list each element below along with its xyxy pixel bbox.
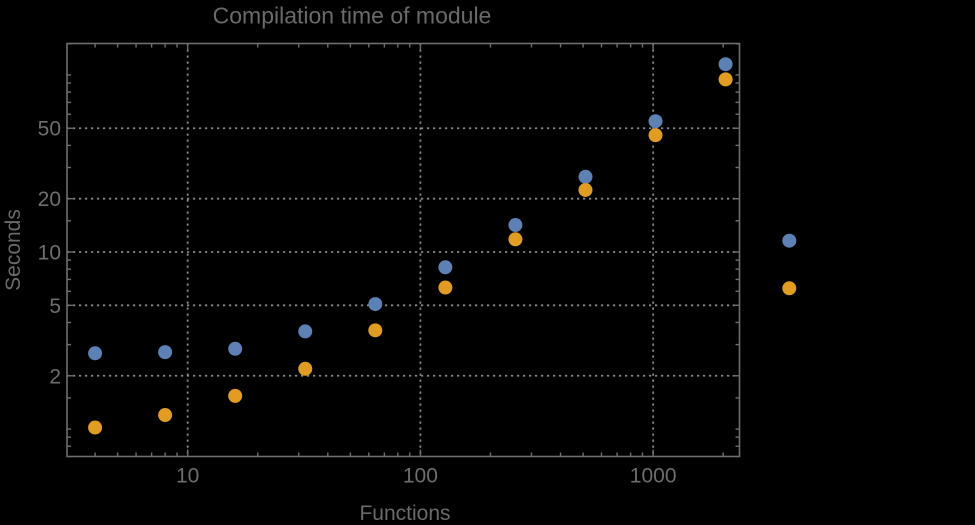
data-point-series1 [508,218,523,233]
data-point-series2 [578,182,593,197]
legend-marker-series1 [782,233,797,248]
y-tick-label: 2 [49,365,61,388]
plot-frame [66,42,741,458]
data-point-series1 [578,169,593,184]
chart-title: Compilation time of module [212,2,492,29]
data-point-series1 [718,57,733,72]
legend-marker-series2 [782,281,797,296]
x-axis-label: Functions [359,502,451,525]
data-point-series1 [648,114,663,129]
data-point-series1 [298,324,313,339]
y-tick-label: 50 [38,118,61,141]
data-point-series2 [718,72,733,87]
data-point-series1 [88,346,103,361]
y-tick-label: 20 [38,188,61,211]
y-tick-label: 10 [38,242,61,265]
data-point-series1 [438,260,453,275]
data-point-series1 [368,297,383,312]
x-tick-label: 1000 [630,465,677,488]
data-point-series2 [298,361,313,376]
data-point-series2 [228,388,243,403]
data-point-series2 [508,232,523,247]
data-point-series2 [438,280,453,295]
data-point-series1 [228,341,243,356]
data-point-series2 [368,323,383,338]
data-point-series2 [648,128,663,143]
y-axis-label: Seconds [2,209,25,291]
x-tick-label: 10 [176,465,199,488]
data-point-series1 [158,345,173,360]
data-point-series2 [88,420,103,435]
y-tick-label: 5 [49,295,61,318]
x-tick-label: 100 [403,465,438,488]
data-point-series2 [158,408,173,423]
